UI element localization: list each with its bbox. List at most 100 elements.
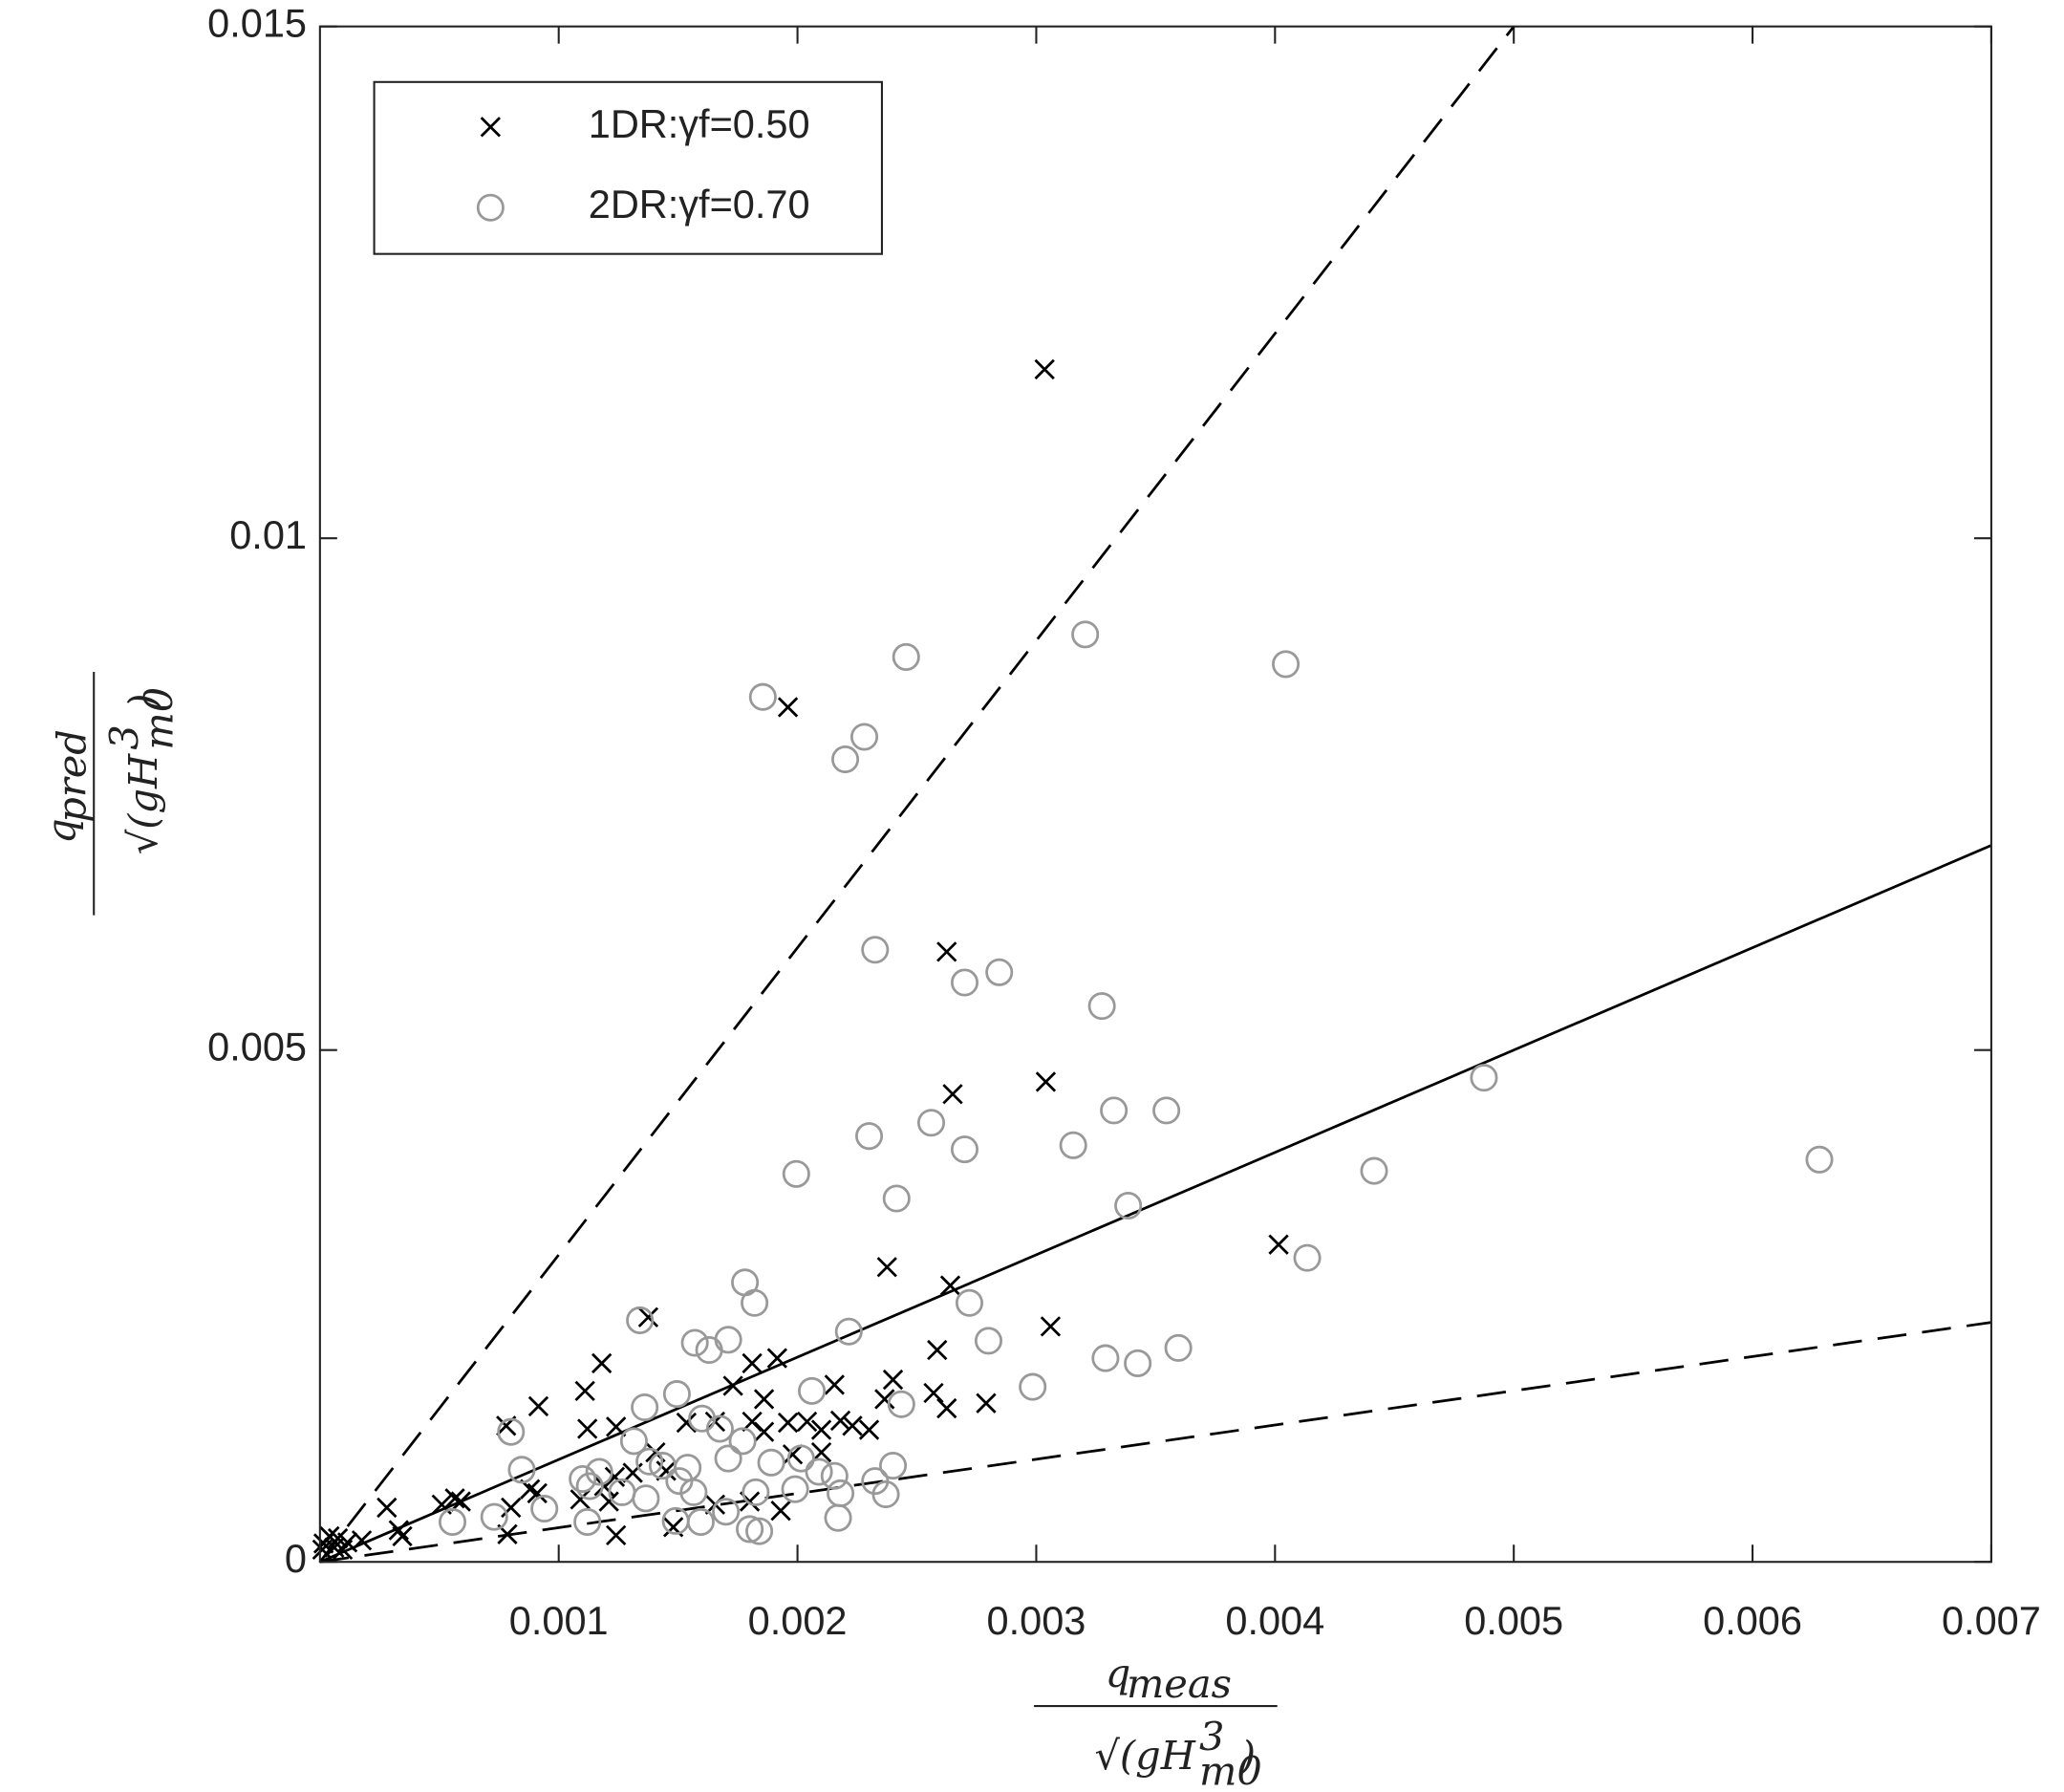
circle-marker [1059, 1131, 1087, 1159]
circle-marker [861, 936, 890, 964]
y-tick-label: 0.015 [207, 1, 307, 46]
circle-marker [782, 1159, 810, 1188]
label-denominator-sup: 3 [101, 724, 148, 749]
reference-line [318, 25, 1516, 1564]
circle-marker [745, 1517, 774, 1545]
cross-marker [606, 1416, 627, 1437]
cross-marker [753, 1421, 775, 1442]
cross-marker [676, 1412, 698, 1434]
cross-marker [939, 1275, 961, 1296]
reference-line [319, 844, 1992, 1564]
cross-marker [591, 1352, 613, 1374]
cross-marker [527, 1482, 548, 1504]
circle-marker [827, 1479, 855, 1507]
x-tick-label: 0.003 [987, 1598, 1086, 1643]
circle-marker [1114, 1191, 1143, 1220]
legend-marker [480, 117, 502, 138]
circle-marker [569, 1464, 597, 1494]
cross-marker [577, 1418, 598, 1439]
circle-marker [1091, 1344, 1120, 1372]
circle-marker [507, 1456, 536, 1484]
cross-marker [936, 1397, 957, 1419]
circle-marker [805, 1457, 833, 1486]
label-numerator-sub: pred [48, 729, 95, 823]
circle-marker [887, 1390, 915, 1418]
cross-marker [312, 1533, 334, 1554]
circle-marker [736, 1515, 764, 1544]
circle-marker [631, 1393, 659, 1422]
circle-marker [871, 1480, 900, 1509]
label-numerator: q [37, 818, 84, 844]
circle-marker [786, 1444, 815, 1473]
circle-marker [480, 1502, 508, 1531]
circle-marker [1360, 1156, 1388, 1185]
circle-marker [530, 1495, 559, 1523]
cross-marker [824, 1374, 845, 1395]
circle-marker [781, 1475, 809, 1503]
cross-marker [376, 1497, 398, 1519]
circle-marker [741, 1288, 769, 1317]
label-denominator-sup: 3 [1199, 1714, 1224, 1760]
circle-marker [882, 1184, 911, 1213]
reference-line [319, 1321, 1992, 1564]
cross-marker [450, 1491, 471, 1512]
cross-marker [527, 1395, 549, 1417]
cross-marker [770, 1501, 791, 1522]
circle-marker [686, 1507, 715, 1536]
cross-marker [742, 1352, 763, 1374]
cross-marker [332, 1539, 354, 1561]
circle-marker [661, 1506, 690, 1535]
circle-marker [626, 1306, 655, 1334]
circle-marker [855, 1122, 884, 1151]
x-tick-label: 0.002 [748, 1598, 848, 1643]
cross-marker [882, 1369, 904, 1391]
label-denominator: √(gH [1094, 1732, 1195, 1779]
cross-marker [501, 1497, 522, 1519]
cross-marker [388, 1520, 409, 1541]
legend-box [373, 80, 883, 255]
circle-marker [712, 1498, 741, 1526]
cross-marker [598, 1491, 619, 1512]
cross-marker [874, 1389, 895, 1410]
circle-marker [974, 1327, 1003, 1355]
label-numerator-sub: meas [1127, 1660, 1232, 1707]
cross-marker [574, 1380, 595, 1402]
circle-marker [585, 1457, 613, 1486]
label-denominator-end: ) [1239, 1732, 1256, 1779]
cross-marker [858, 1419, 880, 1440]
label-denominator-sub: m0 [136, 687, 183, 750]
circle-marker [608, 1478, 636, 1506]
circle-marker [1293, 1243, 1322, 1272]
circle-marker [742, 1478, 770, 1506]
circle-marker [680, 1328, 709, 1357]
cross-marker [312, 1539, 333, 1561]
legend-marker [476, 193, 505, 222]
cross-marker [927, 1339, 948, 1361]
circle-marker [635, 1447, 664, 1476]
circle-marker [1164, 1333, 1193, 1362]
cross-marker [936, 941, 957, 962]
circle-marker [1152, 1096, 1181, 1125]
circle-marker [714, 1444, 742, 1473]
label-denominator-end: ) [119, 693, 166, 709]
legend-label: 1DR:γf=0.50 [589, 101, 810, 146]
cross-marker [637, 1306, 659, 1328]
cross-marker [606, 1524, 627, 1546]
cross-marker [1034, 358, 1055, 380]
circle-marker [757, 1448, 785, 1477]
x-tick-label: 0.006 [1703, 1598, 1802, 1643]
circle-marker [1805, 1145, 1834, 1174]
cross-marker [1035, 1071, 1057, 1092]
circle-marker [575, 1472, 604, 1501]
circle-marker [850, 723, 879, 751]
circle-marker [1100, 1096, 1129, 1125]
circle-marker [1124, 1349, 1152, 1377]
cross-marker [923, 1382, 944, 1404]
circle-marker [950, 968, 979, 997]
circle-marker [985, 958, 1014, 986]
cross-marker [777, 1412, 799, 1434]
circle-marker [834, 1317, 863, 1346]
